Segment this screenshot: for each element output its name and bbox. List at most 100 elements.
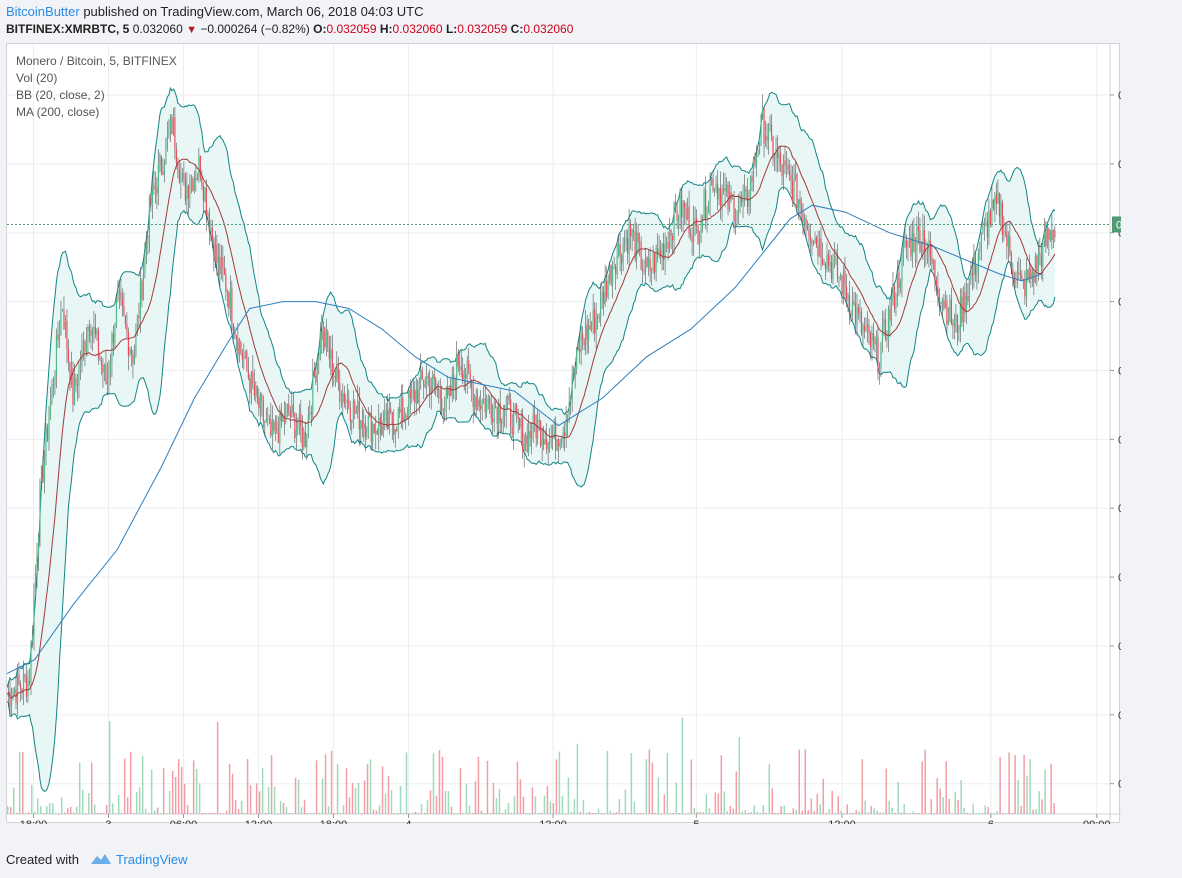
candle-body bbox=[336, 366, 338, 379]
candle-body bbox=[258, 397, 260, 409]
candle-body bbox=[676, 211, 678, 221]
volume-bar bbox=[375, 810, 378, 814]
candle-body bbox=[67, 348, 70, 362]
volume-bar bbox=[42, 813, 45, 814]
volume-bar bbox=[606, 750, 609, 814]
interval-label: 5 bbox=[122, 22, 130, 36]
volume-bar bbox=[153, 810, 156, 814]
volume-bar bbox=[837, 796, 839, 814]
candle-body bbox=[55, 334, 58, 376]
candle-body bbox=[366, 434, 368, 437]
candle-body bbox=[94, 326, 97, 335]
volume-bar bbox=[927, 813, 929, 814]
volume-bar bbox=[843, 813, 845, 814]
volume-bar bbox=[396, 813, 399, 814]
volume-bar bbox=[426, 800, 429, 814]
volume-bar bbox=[555, 759, 558, 814]
volume-bar bbox=[732, 808, 735, 814]
volume-bar bbox=[885, 768, 887, 814]
candle-body bbox=[850, 313, 852, 315]
candle-body bbox=[983, 222, 985, 230]
volume-bar bbox=[222, 813, 225, 814]
candle-body bbox=[556, 439, 558, 451]
candle-body bbox=[779, 152, 782, 165]
candle-body bbox=[586, 324, 588, 341]
candle-body bbox=[270, 419, 272, 436]
volume-bar bbox=[870, 805, 872, 814]
candle-body bbox=[914, 251, 917, 253]
volume-bar bbox=[138, 787, 141, 814]
candle-body bbox=[796, 174, 798, 209]
candle-body bbox=[75, 378, 77, 386]
volume-bar bbox=[477, 756, 480, 814]
candle-body bbox=[66, 321, 68, 349]
volume-bar bbox=[279, 800, 282, 814]
candle-body bbox=[205, 187, 207, 216]
candle-body bbox=[742, 195, 744, 203]
candle-body bbox=[880, 342, 882, 367]
candle-body bbox=[716, 183, 719, 200]
volume-bar bbox=[246, 758, 249, 814]
volume-bar bbox=[747, 813, 750, 814]
candle-body bbox=[674, 203, 677, 212]
candle-body bbox=[571, 374, 573, 399]
candle-body bbox=[171, 117, 173, 134]
candle-body bbox=[537, 420, 539, 439]
candle-body bbox=[724, 188, 726, 192]
candle-body bbox=[277, 432, 279, 443]
candle-body bbox=[208, 212, 210, 232]
candle-body bbox=[139, 280, 142, 319]
volume-bar bbox=[594, 813, 597, 814]
volume-bar bbox=[441, 756, 444, 814]
candle-body bbox=[552, 436, 554, 439]
candle-body bbox=[821, 258, 824, 265]
candle-body bbox=[651, 269, 653, 272]
candle-body bbox=[725, 184, 728, 192]
price-chart[interactable]: 0.033000 0.032500 0.032000 0.031500 0.031000… bbox=[7, 44, 1121, 824]
volume-bar bbox=[24, 813, 27, 814]
legend-bb[interactable]: BB (20, close, 2) bbox=[16, 88, 105, 102]
volume-bar bbox=[69, 806, 72, 814]
candle-body bbox=[285, 407, 287, 423]
candle-body bbox=[538, 420, 540, 422]
candle-body bbox=[625, 237, 627, 244]
candle-body bbox=[87, 325, 89, 342]
volume-bar bbox=[1038, 791, 1040, 814]
candle-body bbox=[734, 217, 737, 222]
candle-body bbox=[943, 299, 945, 308]
candle-body bbox=[564, 432, 566, 436]
candle-body bbox=[613, 266, 615, 268]
candle-body bbox=[222, 257, 224, 269]
candle-body bbox=[121, 298, 124, 307]
tradingview-brand-link[interactable]: TradingView bbox=[116, 852, 188, 867]
candle-body bbox=[781, 164, 783, 176]
candle-body bbox=[778, 152, 780, 158]
author-link[interactable]: BitcoinButter bbox=[6, 4, 80, 19]
volume-bar bbox=[360, 813, 363, 814]
candle-body bbox=[120, 292, 122, 299]
candle-body bbox=[294, 412, 296, 439]
candle-body bbox=[685, 208, 687, 220]
candle-body bbox=[27, 681, 29, 697]
legend-ma[interactable]: MA (200, close) bbox=[16, 105, 100, 119]
candle-body bbox=[399, 408, 401, 413]
volume-bar bbox=[96, 813, 99, 814]
candle-body bbox=[841, 275, 843, 295]
candle-body bbox=[1018, 271, 1020, 274]
candle-body bbox=[731, 198, 734, 200]
candle-body bbox=[90, 330, 92, 337]
candle-body bbox=[763, 107, 765, 144]
candle-body bbox=[25, 677, 28, 697]
candle-body bbox=[123, 306, 125, 316]
candle-body bbox=[504, 412, 506, 417]
volume-bar bbox=[789, 813, 792, 814]
candle-body bbox=[776, 149, 779, 158]
volume-bar bbox=[342, 804, 345, 814]
candle-body bbox=[514, 405, 516, 409]
candle-body bbox=[54, 375, 56, 386]
volume-bar bbox=[312, 813, 315, 814]
volume-bar bbox=[957, 799, 959, 814]
candle-body bbox=[322, 327, 324, 340]
legend-vol[interactable]: Vol (20) bbox=[16, 71, 58, 85]
chart-panel[interactable]: 0.033000 0.032500 0.032000 0.031500 0.031000… bbox=[6, 43, 1121, 824]
